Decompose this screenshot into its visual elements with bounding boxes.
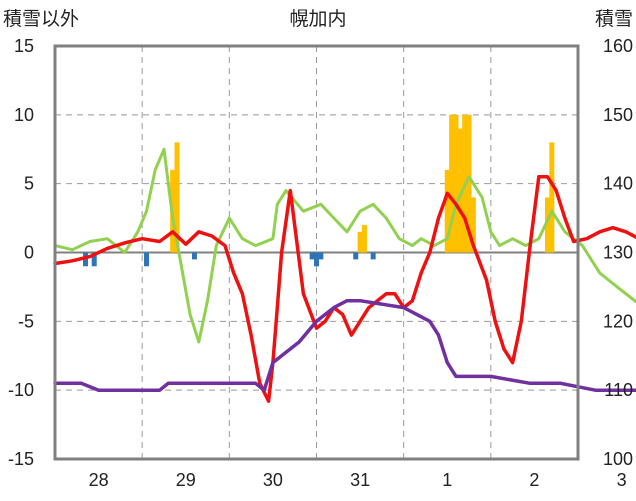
precip-bars-bar: [466, 114, 472, 253]
precip-bars-bar: [361, 224, 367, 253]
y-ticks-right: 160 150 140 130 120 110 100: [603, 36, 633, 469]
y-tick-left: -5: [18, 311, 34, 331]
blue-bars-bar: [318, 252, 324, 260]
chart-title: 幌加内: [289, 8, 346, 30]
blue-bars-bar: [309, 252, 315, 260]
x-tick-label: 3: [617, 470, 627, 490]
line-layer: [53, 147, 636, 403]
blue-bars-bar: [370, 252, 376, 260]
y-tick-right: 160: [603, 36, 633, 56]
precip-bars-bar: [457, 128, 463, 253]
x-tick-label: 30: [263, 470, 283, 490]
snow-depth-line: [53, 298, 636, 392]
y-tick-left: -15: [8, 449, 34, 469]
x-tick-label: 31: [350, 470, 370, 490]
precip-bars-bar: [357, 231, 363, 253]
y-tick-right: 140: [603, 174, 633, 194]
y-tick-left: -10: [8, 380, 34, 400]
plot-frame: [53, 44, 580, 461]
y-tick-right: 120: [603, 311, 633, 331]
x-tick-label: 29: [176, 470, 196, 490]
precip-bars-bar: [544, 197, 550, 253]
x-tick-label: 28: [89, 470, 109, 490]
precip-bars-bar: [470, 197, 476, 253]
x-tick-label: 1: [442, 470, 452, 490]
precip-bars-bar: [174, 142, 180, 253]
y-tick-right: 100: [603, 449, 633, 469]
bar-layer: [83, 114, 555, 267]
blue-bars-bar: [144, 252, 150, 267]
precip-bars-bar: [449, 114, 455, 253]
precip-bars-bar: [444, 169, 450, 253]
temperature-line: [53, 175, 636, 403]
y-tick-left: 15: [14, 36, 34, 56]
blue-bars-bar: [353, 252, 359, 260]
y-tick-left: 0: [24, 243, 34, 263]
x-ticks: 28293031123456: [89, 470, 627, 490]
blue-bars-bar: [314, 252, 319, 267]
precip-bars-bar: [453, 114, 459, 253]
green-series-line: [53, 147, 636, 344]
blue-bars-bar: [91, 252, 97, 267]
precip-bars-bar: [549, 142, 555, 253]
y-tick-right: 110: [604, 380, 633, 400]
x-tick-label: 2: [529, 470, 539, 490]
blue-bars-bar: [191, 252, 197, 260]
y-tick-left: 10: [14, 105, 34, 125]
y-ticks-left: 15 10 5 0 -5 -10 -15: [8, 36, 34, 469]
y-tick-left: 5: [24, 174, 34, 194]
y-tick-right: 130: [603, 243, 633, 263]
y-axis-label-left: 積雪以外: [3, 8, 79, 30]
y-tick-right: 150: [603, 105, 633, 125]
y-axis-label-right: 積雪: [595, 8, 633, 30]
